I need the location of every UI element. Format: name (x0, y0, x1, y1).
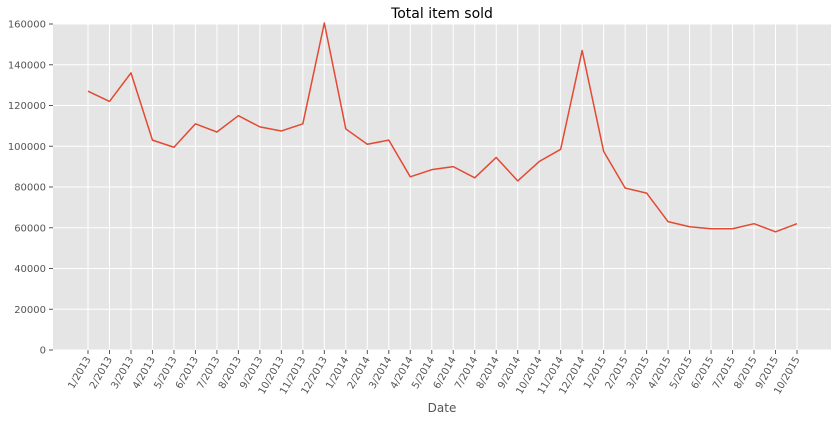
gridlines (53, 23, 831, 351)
x-axis-ticks: 1/20132/20133/20134/20135/20136/20137/20… (66, 350, 803, 396)
series-line (87, 22, 798, 233)
y-axis-ticks: 0 20000 40000 60000 80000 100000 120000 140000 1… (8, 20, 53, 357)
y-tick-label: 80000 (14, 183, 46, 194)
y-tick-label: 120000 (8, 101, 46, 112)
y-tick-label: 140000 (8, 60, 46, 71)
y-tick-label: 40000 (14, 264, 46, 275)
y-tick-label: 20000 (14, 305, 46, 316)
y-tick-label: 100000 (8, 142, 46, 153)
y-tick-label: 0 (40, 346, 46, 357)
series-layer (87, 22, 798, 233)
chart-title: Total item sold (390, 6, 493, 22)
y-tick-label: 60000 (14, 223, 46, 234)
x-axis-label: Date (428, 401, 457, 415)
y-tick-label: 160000 (8, 20, 46, 31)
